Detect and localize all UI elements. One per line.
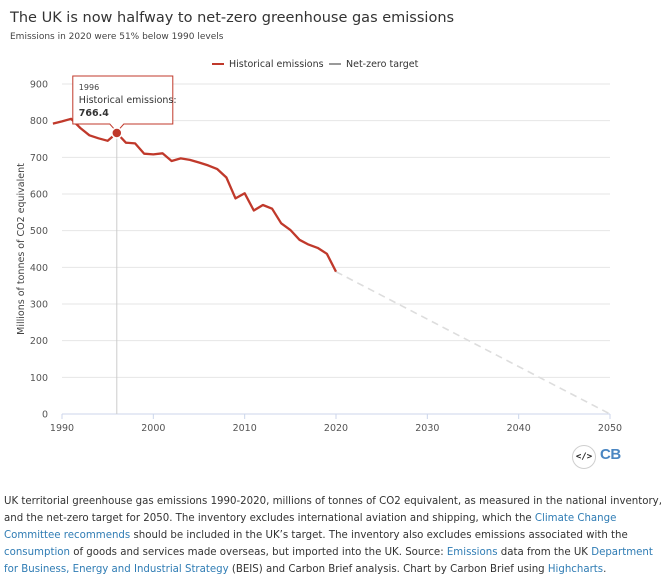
caption-text-6: . xyxy=(603,564,607,575)
data-point[interactable] xyxy=(132,140,138,146)
data-point[interactable] xyxy=(287,227,293,233)
data-point[interactable] xyxy=(315,245,321,251)
data-point[interactable] xyxy=(214,166,220,172)
chart-subtitle: Emissions in 2020 were 51% below 1990 le… xyxy=(10,32,224,42)
code-embed-icon: </> xyxy=(575,452,593,462)
legend-label-target: Net-zero target xyxy=(346,59,419,70)
link-emissions[interactable]: Emissions xyxy=(446,547,498,558)
tooltip-value: 766.4 xyxy=(79,108,109,119)
x-axis-ticks: 1990 2000 2010 2020 2030 2040 2050 xyxy=(50,414,622,434)
data-point[interactable] xyxy=(169,158,175,164)
y-tick-label: 100 xyxy=(30,373,48,384)
data-point[interactable] xyxy=(333,269,339,275)
data-point[interactable] xyxy=(59,118,65,124)
data-point[interactable] xyxy=(205,162,211,168)
y-tick-label: 200 xyxy=(30,336,48,347)
data-point[interactable] xyxy=(77,125,83,131)
caption-text-2: should be included in the UK’s target. T… xyxy=(130,530,628,541)
data-point[interactable] xyxy=(159,150,165,156)
y-tick-label: 0 xyxy=(42,410,48,421)
y-tick-label: 800 xyxy=(30,116,48,127)
data-point[interactable] xyxy=(123,140,129,146)
data-point[interactable] xyxy=(251,208,257,214)
x-tick-label: 1990 xyxy=(50,423,74,434)
x-tick-label: 2000 xyxy=(141,423,165,434)
series-historical-line xyxy=(52,117,338,273)
historical-points xyxy=(50,116,339,275)
link-consumption[interactable]: consumption xyxy=(4,547,70,558)
data-point[interactable] xyxy=(50,121,56,127)
chart-caption: UK territorial greenhouse gas emissions … xyxy=(4,493,666,578)
tooltip-year: 1996 xyxy=(79,83,99,92)
grid-lines xyxy=(62,83,610,378)
data-point[interactable] xyxy=(260,202,266,208)
y-tick-label: 700 xyxy=(30,153,48,164)
link-ccc-recommends[interactable]: Climate Change Committee recommends xyxy=(4,513,617,541)
x-tick-label: 2040 xyxy=(507,423,531,434)
data-point[interactable] xyxy=(278,220,284,226)
series-target-line xyxy=(335,271,611,415)
y-tick-label: 500 xyxy=(30,226,48,237)
data-point[interactable] xyxy=(196,159,202,165)
y-tick-label: 900 xyxy=(30,80,48,91)
data-point[interactable] xyxy=(96,135,102,141)
data-point[interactable] xyxy=(306,242,312,248)
data-point[interactable] xyxy=(150,151,156,157)
data-point[interactable] xyxy=(86,132,92,138)
data-point[interactable] xyxy=(187,157,193,163)
legend-item-historical[interactable]: Historical emissions xyxy=(212,59,324,70)
carbon-brief-logo[interactable]: CB xyxy=(600,446,621,463)
data-point[interactable] xyxy=(242,190,248,196)
data-point[interactable] xyxy=(296,237,302,243)
legend-label-historical: Historical emissions xyxy=(229,59,324,70)
chart-title: The UK is now halfway to net-zero greenh… xyxy=(10,10,455,26)
chart-svg: 0 100 200 300 400 500 600 700 800 900 1990 2000 201… xyxy=(16,59,622,434)
y-axis-ticks: 0 100 200 300 400 500 600 700 800 900 xyxy=(30,80,48,421)
x-tick-label: 2020 xyxy=(324,423,348,434)
embed-code-button[interactable]: </> xyxy=(572,445,596,469)
data-point[interactable] xyxy=(233,195,239,201)
y-tick-label: 400 xyxy=(30,263,48,274)
y-axis-title: Millions of tonnes of CO2 equivalent xyxy=(16,163,27,335)
data-point[interactable] xyxy=(141,151,147,157)
link-highcharts[interactable]: Highcharts xyxy=(547,564,604,575)
legend-item-target[interactable]: Net-zero target xyxy=(329,59,419,70)
data-point[interactable] xyxy=(105,138,111,144)
caption-text-5: (BEIS) and Carbon Brief analysis. Chart … xyxy=(228,564,548,575)
x-tick-label: 2050 xyxy=(598,423,622,434)
x-tick-label: 2030 xyxy=(415,423,439,434)
y-tick-label: 300 xyxy=(30,300,48,311)
tooltip: 1996 Historical emissions: 766.4 xyxy=(72,75,177,133)
caption-text-4: data from the UK xyxy=(497,547,592,558)
data-point[interactable] xyxy=(223,175,229,181)
data-point[interactable] xyxy=(269,206,275,212)
tooltip-label: Historical emissions: xyxy=(79,95,177,106)
data-point[interactable] xyxy=(178,155,184,161)
caption-text-1: UK territorial greenhouse gas emissions … xyxy=(4,496,662,524)
x-tick-label: 2010 xyxy=(233,423,257,434)
y-tick-label: 600 xyxy=(30,190,48,201)
link-beis[interactable]: Department for Business, Energy and Indu… xyxy=(4,547,653,575)
tooltip-box xyxy=(72,75,174,133)
legend[interactable]: Historical emissions Net-zero target xyxy=(212,59,419,70)
data-point[interactable] xyxy=(324,251,330,257)
highlighted-point xyxy=(111,127,123,139)
caption-text-3: of goods and services made overseas, but… xyxy=(69,547,447,558)
